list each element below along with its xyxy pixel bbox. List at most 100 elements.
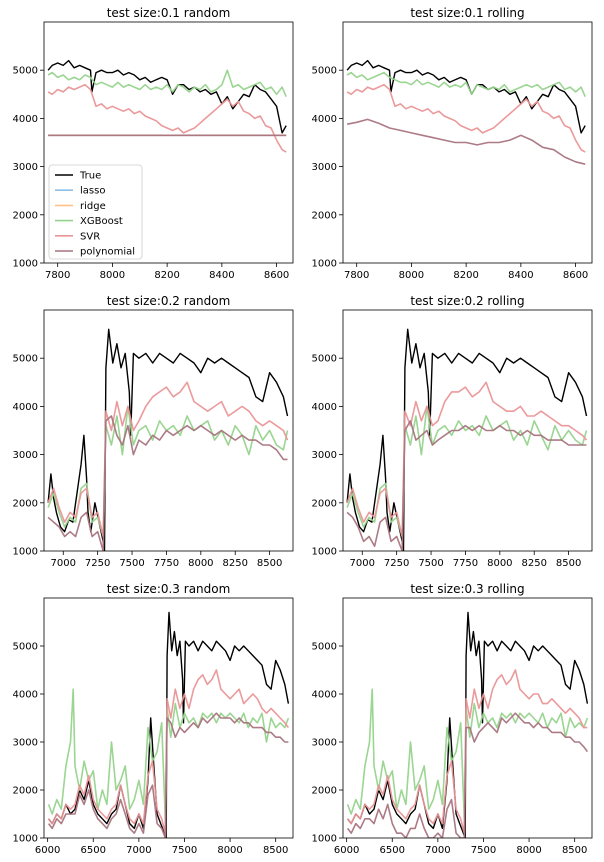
legend-label-true: True xyxy=(79,171,101,182)
legend: True lasso ridge XGBoost SVR polynomial xyxy=(48,164,143,260)
subplot-5: 1000 2000 3000 4000 5000 6000 6500 7000 7500 8000… xyxy=(13,582,294,856)
x-tick-label: 8000 xyxy=(399,270,424,281)
y-tick-label: 3000 xyxy=(312,738,337,749)
x-tick-label: 8200 xyxy=(154,270,179,281)
x-tick-label: 7250 xyxy=(85,558,110,569)
series-line-svr xyxy=(47,669,290,835)
legend-label-ridge: ridge xyxy=(80,201,106,212)
subplot-1: 1000 2000 3000 4000 5000 7800 8000 8200 8400 8600… xyxy=(13,6,294,281)
legend-label-xgboost: XGBoost xyxy=(80,216,123,227)
x-tick-label: 7250 xyxy=(384,558,409,569)
x-tick-label: 7750 xyxy=(453,558,478,569)
y-tick-label: 1000 xyxy=(312,259,337,270)
x-tick-label: 7800 xyxy=(45,270,70,281)
subplot-title: test size:0.3 rolling xyxy=(410,582,524,596)
subplot-4: 1000 2000 3000 4000 5000 7000 7250 7500 7750 8000… xyxy=(312,294,593,569)
y-tick-label: 5000 xyxy=(312,354,337,365)
x-tick-label: 8000 xyxy=(217,845,242,856)
y-tick-label: 3000 xyxy=(13,450,38,461)
subplot-title: test size:0.1 rolling xyxy=(410,6,524,20)
x-tick-label: 8000 xyxy=(487,558,512,569)
series-line-xgboost xyxy=(47,405,289,538)
y-tick-label: 2000 xyxy=(13,786,38,797)
series-line-true xyxy=(346,59,586,134)
x-tick-label: 8000 xyxy=(188,558,213,569)
x-tick-label: 8000 xyxy=(100,270,125,281)
x-tick-label: 8600 xyxy=(264,270,289,281)
x-tick-label: 8600 xyxy=(563,270,588,281)
y-tick-label: 1000 xyxy=(13,547,38,558)
axes-frame xyxy=(43,597,294,839)
subplot-2: 1000 2000 3000 4000 5000 7800 8000 8200 8400 8600… xyxy=(312,6,593,281)
y-tick-label: 4000 xyxy=(312,114,337,125)
x-tick-label: 7500 xyxy=(119,558,144,569)
y-tick-label: 2000 xyxy=(312,210,337,221)
legend-label-polynomial: polynomial xyxy=(80,247,135,258)
x-tick-label: 6000 xyxy=(334,845,359,856)
x-tick-label: 8250 xyxy=(222,558,247,569)
series-line-svr xyxy=(47,83,287,153)
series-line-svr xyxy=(346,669,588,835)
series-line-xgboost xyxy=(346,405,588,538)
y-tick-label: 3000 xyxy=(13,738,38,749)
x-tick-label: 7750 xyxy=(154,558,179,569)
subplot-6: 1000 2000 3000 4000 5000 6000 6500 7000 7500 8000… xyxy=(312,582,593,856)
x-tick-label: 8500 xyxy=(562,845,587,856)
y-tick-label: 1000 xyxy=(13,834,38,845)
x-tick-label: 8400 xyxy=(209,270,234,281)
y-tick-label: 1000 xyxy=(13,259,38,270)
series-line-polynomial xyxy=(346,712,589,838)
axes-frame xyxy=(342,597,593,839)
axes-frame xyxy=(342,21,593,264)
y-tick-label: 5000 xyxy=(312,66,337,77)
series-line-svr xyxy=(346,83,586,153)
axes-frame xyxy=(43,309,294,552)
y-tick-label: 5000 xyxy=(13,354,38,365)
series-line-true xyxy=(47,59,287,134)
x-tick-label: 8200 xyxy=(453,270,478,281)
x-tick-label: 8500 xyxy=(556,558,581,569)
legend-label-lasso: lasso xyxy=(80,186,105,197)
x-tick-label: 6500 xyxy=(81,845,106,856)
y-tick-label: 4000 xyxy=(13,402,38,413)
y-tick-label: 3000 xyxy=(13,162,38,173)
axes-frame xyxy=(43,21,294,264)
y-tick-label: 1000 xyxy=(312,547,337,558)
x-tick-label: 8000 xyxy=(516,845,541,856)
series-line-true xyxy=(347,611,589,838)
x-tick-label: 7800 xyxy=(344,270,369,281)
y-tick-label: 4000 xyxy=(13,690,38,701)
series-line-true xyxy=(48,611,290,838)
subplot-title: test size:0.1 random xyxy=(107,6,231,20)
x-tick-label: 8500 xyxy=(257,558,282,569)
legend-label-svr: SVR xyxy=(80,231,100,242)
subplot-3: 1000 2000 3000 4000 5000 7000 7250 7500 7750 8000… xyxy=(13,294,294,569)
y-tick-label: 5000 xyxy=(13,66,38,77)
y-tick-label: 1000 xyxy=(312,834,337,845)
series-line-polynomial xyxy=(346,118,586,165)
series-line-polynomial xyxy=(47,415,288,551)
y-tick-label: 2000 xyxy=(13,498,38,509)
x-tick-label: 6000 xyxy=(35,845,60,856)
x-tick-label: 7000 xyxy=(350,558,375,569)
axes-frame xyxy=(342,309,593,552)
subplot-title: test size:0.2 rolling xyxy=(410,294,524,308)
series-line-svr xyxy=(346,381,588,538)
x-tick-label: 7500 xyxy=(172,845,197,856)
y-tick-label: 4000 xyxy=(312,690,337,701)
x-tick-label: 8500 xyxy=(263,845,288,856)
x-tick-label: 6500 xyxy=(380,845,405,856)
series-line-xgboost xyxy=(47,69,287,98)
x-tick-label: 7500 xyxy=(418,558,443,569)
y-tick-label: 2000 xyxy=(13,210,38,221)
subplot-title: test size:0.2 random xyxy=(107,294,231,308)
y-tick-label: 4000 xyxy=(312,402,337,413)
y-tick-label: 3000 xyxy=(312,450,337,461)
y-tick-label: 5000 xyxy=(13,642,38,653)
x-tick-label: 7000 xyxy=(126,845,151,856)
x-tick-label: 7000 xyxy=(51,558,76,569)
x-tick-label: 7500 xyxy=(471,845,496,856)
y-tick-label: 2000 xyxy=(312,498,337,509)
y-tick-label: 2000 xyxy=(312,786,337,797)
